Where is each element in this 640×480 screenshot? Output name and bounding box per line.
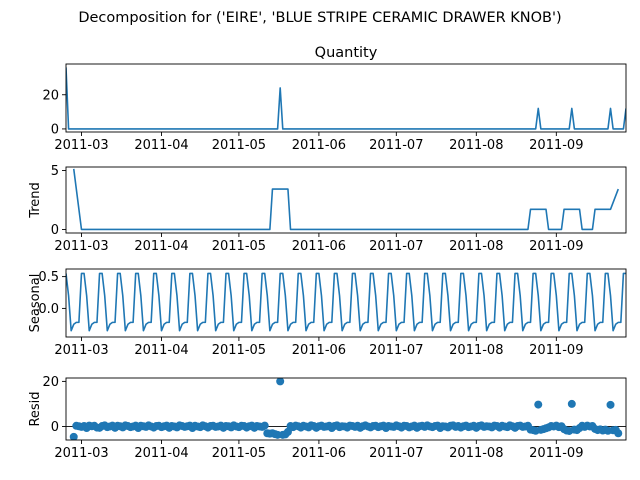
resid-point bbox=[614, 429, 623, 438]
panel-trend: 0 5 2011-03 2011-04 2011-05 2011-06 2011-07 201… bbox=[28, 164, 627, 254]
resid-point bbox=[69, 432, 78, 440]
resid-point bbox=[276, 378, 285, 386]
x-tick-label: 2011-04 bbox=[134, 343, 188, 358]
x-tick-label: 2011-08 bbox=[449, 446, 503, 461]
plot-area-observed bbox=[66, 67, 626, 130]
y-tick-label: 0 bbox=[51, 420, 59, 435]
x-tick-label: 2011-03 bbox=[54, 138, 108, 153]
panel-observed: 0 20 2011-03 2011-04 2011-05 2011-06 2011-07 20… bbox=[42, 45, 627, 153]
y-tick-label: 0.5 bbox=[38, 270, 59, 285]
y-tick-label: 5 bbox=[51, 164, 59, 179]
figure-suptitle: Decomposition for ('EIRE', 'BLUE STRIPE … bbox=[78, 10, 561, 26]
x-tick-label: 2011-05 bbox=[212, 343, 266, 358]
x-tick-label: 2011-07 bbox=[369, 138, 423, 153]
plot-area-seasonal bbox=[66, 272, 626, 332]
axes-frame-resid bbox=[65, 377, 627, 441]
resid-point bbox=[534, 400, 543, 409]
x-tick-label: 2011-06 bbox=[292, 343, 346, 358]
x-tick-label: 2011-04 bbox=[134, 138, 188, 153]
x-tick-label: 2011-07 bbox=[369, 343, 423, 358]
observed-series-line bbox=[66, 67, 626, 130]
x-tick-label: 2011-03 bbox=[54, 239, 108, 254]
x-tick-label: 2011-03 bbox=[54, 446, 108, 461]
panel-resid: 0 20 2011-03 2011-04 2011-05 2011-06 2011-07 20… bbox=[28, 375, 627, 461]
y-axis-label: Resid bbox=[28, 391, 43, 426]
y-tick-label: 0.0 bbox=[38, 302, 59, 317]
y-tick-label: 0 bbox=[51, 223, 59, 238]
x-tick-label: 2011-07 bbox=[369, 239, 423, 254]
x-tick-label: 2011-08 bbox=[449, 239, 503, 254]
axes-frame-observed bbox=[65, 63, 627, 133]
trend-series-line bbox=[72, 168, 620, 231]
x-tick-label: 2011-05 bbox=[212, 239, 266, 254]
y-axis-label: Seasonal bbox=[28, 274, 43, 333]
axes-frame-seasonal bbox=[65, 268, 627, 338]
x-tick-label: 2011-09 bbox=[529, 343, 583, 358]
x-tick-label: 2011-07 bbox=[369, 446, 423, 461]
x-tick-label: 2011-05 bbox=[212, 138, 266, 153]
resid-point bbox=[567, 399, 576, 408]
x-tick-label: 2011-06 bbox=[292, 239, 346, 254]
x-tick-label: 2011-09 bbox=[529, 239, 583, 254]
resid-point bbox=[606, 400, 615, 409]
plot-area-resid bbox=[66, 378, 626, 440]
panel-title: Quantity bbox=[315, 45, 378, 61]
plot-area-trend bbox=[72, 168, 620, 231]
x-tick-label: 2011-06 bbox=[292, 446, 346, 461]
x-tick-label: 2011-09 bbox=[529, 446, 583, 461]
x-tick-label: 2011-09 bbox=[529, 138, 583, 153]
y-axis-label: Trend bbox=[28, 182, 43, 219]
x-tick-label: 2011-03 bbox=[54, 343, 108, 358]
resid-point bbox=[260, 421, 269, 430]
x-tick-label: 2011-04 bbox=[134, 446, 188, 461]
panels-group: 0 20 2011-03 2011-04 2011-05 2011-06 2011-07 20… bbox=[28, 45, 627, 461]
panel-seasonal: 0.0 0.5 2011-03 2011-04 2011-05 2011-06 2011-0… bbox=[28, 268, 627, 358]
axes-frame-trend bbox=[65, 166, 627, 234]
x-tick-label: 2011-04 bbox=[134, 239, 188, 254]
x-tick-label: 2011-08 bbox=[449, 138, 503, 153]
x-tick-label: 2011-05 bbox=[212, 446, 266, 461]
x-tick-label: 2011-08 bbox=[449, 343, 503, 358]
y-tick-label: 20 bbox=[42, 88, 59, 103]
seasonal-series-line bbox=[66, 272, 626, 332]
y-tick-label: 0 bbox=[51, 122, 59, 137]
x-tick-label: 2011-06 bbox=[292, 138, 346, 153]
y-tick-label: 20 bbox=[42, 375, 59, 390]
